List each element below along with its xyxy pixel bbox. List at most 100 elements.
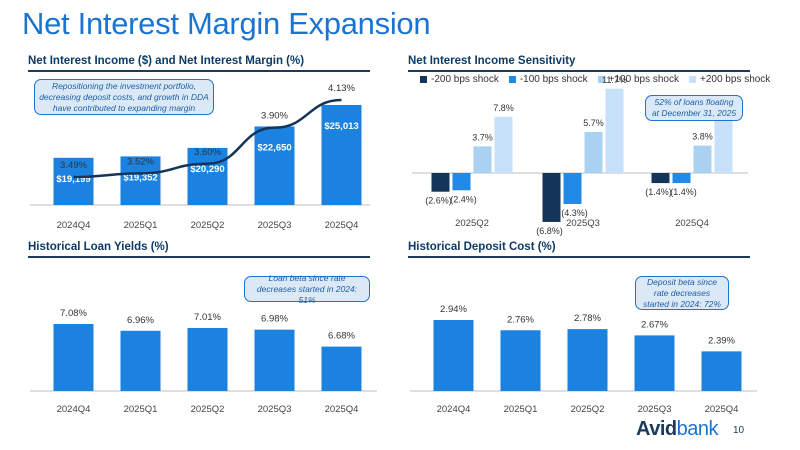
nii-bar (187, 147, 228, 205)
page-title: Net Interest Margin Expansion (22, 6, 431, 41)
legend-item-m100: -100 bps shock (508, 74, 588, 85)
legend-item-p100: +100 bps shock (597, 74, 679, 85)
legend-label-m200: -200 bps shock (431, 74, 499, 85)
avidbank-logo: Avidbank (636, 418, 718, 441)
deposit-x-tick-label: 2024Q4 (437, 404, 471, 415)
nii-x-tick-label: 2025Q2 (191, 220, 225, 231)
legend-item-m200: -200 bps shock (420, 74, 499, 85)
sensitivity-bar (693, 145, 712, 173)
loan-data-label: 7.01% (194, 312, 221, 323)
page-number: 10 (733, 425, 745, 436)
sensitivity-bar (542, 173, 561, 222)
nii-bar (254, 126, 295, 205)
loan-x-tick-label: 2025Q1 (124, 404, 158, 415)
legend-item-p200: +200 bps shock (688, 74, 771, 85)
deposit-x-tick-label: 2025Q1 (504, 404, 538, 415)
nii-bar (120, 156, 161, 205)
deposit-bar (634, 335, 675, 391)
logo-text-avid: Avid (636, 418, 677, 440)
nii-chart-title: Net Interest Income ($) and Net Interest… (28, 55, 305, 67)
sensitivity-data-label: 3.7% (472, 132, 493, 142)
sensitivity-bar (584, 131, 603, 173)
nii-title-rule (28, 70, 370, 72)
nii-x-tick-label: 2025Q3 (258, 220, 292, 231)
sensitivity-callout: 52% of loans floating at December 31, 20… (645, 95, 743, 121)
sensitivity-bar (473, 146, 492, 173)
nii-bar-label: $19,352 (123, 172, 157, 183)
loan-bar (120, 330, 161, 391)
loan-data-label: 6.98% (261, 314, 288, 325)
legend-swatch-m100 (508, 76, 516, 83)
sensitivity-x-tick-label: 2025Q2 (455, 218, 489, 229)
nii-bar-label: $20,290 (190, 164, 224, 175)
legend-label-p200: +200 bps shock (699, 74, 771, 85)
loan-bar (53, 324, 94, 391)
sensitivity-bar (605, 88, 624, 173)
sensitivity-bar (431, 173, 450, 192)
loan-bar (254, 329, 295, 391)
nim-point-label: 3.90% (261, 111, 288, 122)
nim-point-label: 3.52% (127, 156, 154, 167)
legend-swatch-p200 (688, 76, 696, 83)
deposit-data-label: 2.67% (641, 319, 668, 330)
nii-x-tick-label: 2025Q4 (325, 220, 359, 231)
nim-point-label: 4.13% (328, 83, 355, 94)
logo-text-bank: bank (676, 418, 719, 440)
sensitivity-bar (494, 116, 513, 173)
legend-swatch-m200 (420, 76, 427, 83)
sensitivity-x-tick-label: 2025Q4 (675, 218, 709, 229)
nim-series-line (73, 98, 342, 179)
sensitivity-legend: -200 bps shock -100 bps shock +100 bps s… (420, 74, 770, 85)
nii-x-tick-label: 2024Q4 (57, 220, 91, 231)
nii-bar-label: $25,013 (324, 121, 358, 132)
sensitivity-data-label: (1.4%) (670, 187, 697, 197)
loan-x-tick-label: 2024Q4 (57, 404, 91, 415)
nii-bar-label: $22,650 (257, 142, 291, 153)
nii-bar-label: $19,199 (56, 174, 90, 185)
nim-point-label: 3.60% (194, 147, 221, 158)
loan-x-tick-label: 2025Q4 (325, 404, 359, 415)
sensitivity-data-label: (4.3%) (561, 208, 588, 218)
deposit-x-tick-label: 2025Q3 (638, 404, 672, 415)
sensitivity-data-label: 3.8% (692, 132, 713, 142)
deposit-bar (433, 320, 474, 391)
loan-x-tick-label: 2025Q2 (191, 404, 225, 415)
loan-data-label: 7.08% (60, 308, 87, 319)
loan-beta-callout: Loan beta since rate decreases started i… (244, 273, 370, 305)
sensitivity-data-label: (2.4%) (450, 194, 477, 204)
sensitivity-bar (672, 173, 691, 184)
deposit-x-tick-label: 2025Q2 (571, 404, 605, 415)
deposit-title-rule (408, 256, 750, 258)
deposit-bar (701, 351, 742, 391)
sensitivity-bar (452, 173, 471, 191)
sensitivity-data-label: 5.7% (583, 118, 604, 128)
legend-label-p100: +100 bps shock (608, 74, 679, 85)
deposit-chart-title: Historical Deposit Cost (%) (408, 241, 556, 253)
deposit-bar (567, 329, 608, 391)
deposit-data-label: 2.94% (440, 304, 467, 315)
sensitivity-data-label: (2.6%) (425, 196, 452, 206)
sensitivity-data-label: 7.8% (493, 103, 514, 113)
nii-x-tick-label: 2025Q1 (124, 220, 158, 231)
deposit-data-label: 2.39% (708, 335, 735, 346)
deposit-bar (500, 330, 541, 391)
sensitivity-data-label: (1.4%) (645, 187, 672, 197)
nii-bar (53, 157, 94, 205)
legend-label-m100: -100 bps shock (519, 74, 588, 85)
sensitivity-data-label: (6.8%) (536, 226, 563, 236)
loan-bar (321, 346, 362, 391)
sensitivity-data-label: 11.7% (602, 75, 627, 85)
deposit-data-label: 2.76% (507, 314, 534, 325)
loan-chart-title: Historical Loan Yields (%) (28, 241, 169, 253)
loan-data-label: 6.96% (127, 315, 154, 326)
loan-x-tick-label: 2025Q3 (258, 404, 292, 415)
deposit-x-tick-label: 2025Q4 (705, 404, 739, 415)
sensitivity-bar (651, 173, 670, 184)
sensitivity-title-rule (408, 70, 750, 72)
sensitivity-x-tick-label: 2025Q3 (566, 218, 600, 229)
nii-bar (321, 105, 362, 205)
nim-point-label: 3.49% (60, 160, 87, 171)
deposit-data-label: 2.78% (574, 313, 601, 324)
sensitivity-bar (714, 115, 733, 173)
